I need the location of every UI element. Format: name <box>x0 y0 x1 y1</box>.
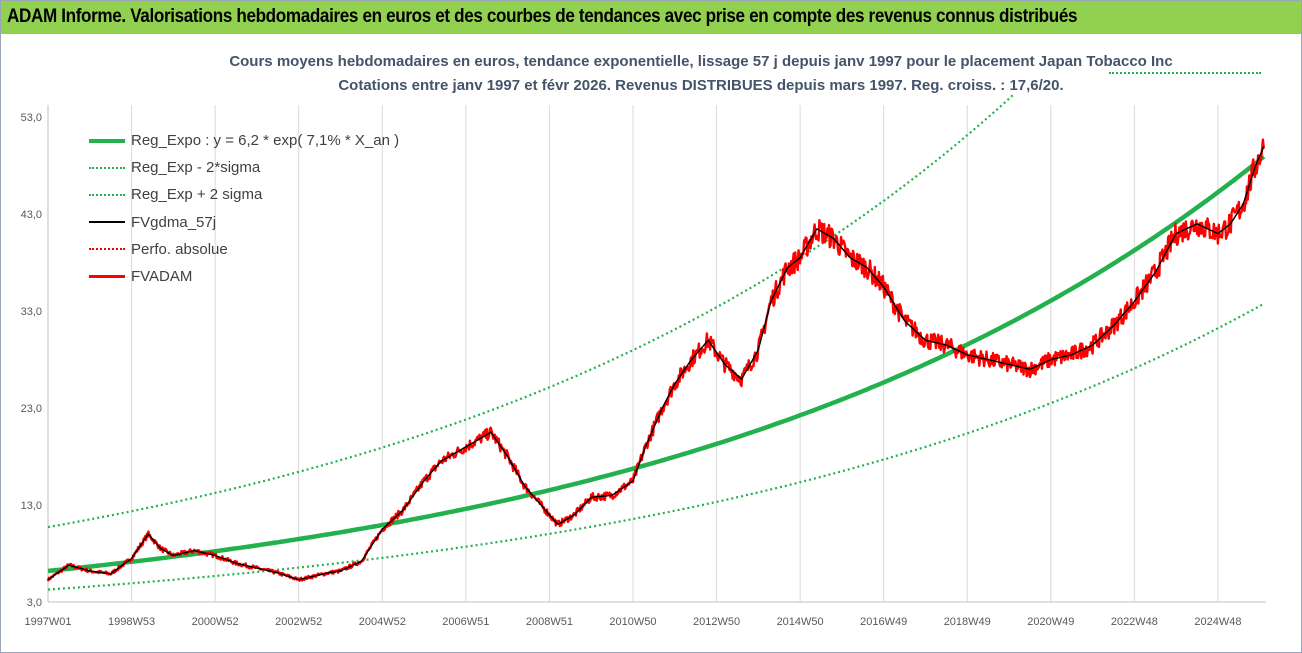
legend-swatch-reg-expo <box>89 138 125 143</box>
chart-legend: Reg_Expo : y = 6,2 * exp( 7,1% * X_an ) … <box>89 127 399 290</box>
legend-item-reg-exp-high: Reg_Exp + 2 sigma <box>89 181 399 208</box>
x-tick-label: 2008W51 <box>526 616 573 628</box>
chart-title: Cours moyens hebdomadaires en euros, ten… <box>229 53 1173 70</box>
y-tick-label: 53,0 <box>21 112 42 124</box>
legend-item-fvadam: FVADAM <box>89 263 399 290</box>
y-tick-label: 43,0 <box>21 209 42 221</box>
legend-label: Perfo. absolue <box>131 240 228 258</box>
x-tick-label: 2020W49 <box>1027 616 1074 628</box>
legend-label: Reg_Expo : y = 6,2 * exp( 7,1% * X_an ) <box>131 132 400 150</box>
report-banner: ADAM Informe. Valorisations hebdomadaire… <box>1 1 1301 34</box>
x-tick-label: 2014W50 <box>777 616 824 628</box>
x-tick-label: 2006W51 <box>442 616 489 628</box>
legend-swatch-reg-exp-high <box>89 193 125 196</box>
legend-item-perfo: Perfo. absolue <box>89 236 399 263</box>
x-tick-label: 2004W52 <box>359 616 406 628</box>
y-tick-label: 3,0 <box>27 597 42 609</box>
x-tick-label: 2000W52 <box>192 616 239 628</box>
legend-label: FVADAM <box>131 268 193 286</box>
legend-swatch-fvgdma <box>89 221 125 224</box>
legend-swatch-reg-exp-low <box>89 166 125 169</box>
series-reg-exp-high <box>47 94 1014 529</box>
x-tick-label: 1997W01 <box>24 616 71 628</box>
y-tick-label: 33,0 <box>21 306 42 318</box>
chart-subtitle: Cotations entre janv 1997 et févr 2026. … <box>338 77 1064 94</box>
legend-label: FVgdma_57j <box>131 213 217 231</box>
legend-label: Reg_Exp - 2*sigma <box>131 159 261 177</box>
x-tick-label: 1998W53 <box>108 616 155 628</box>
legend-item-reg-expo: Reg_Expo : y = 6,2 * exp( 7,1% * X_an ) <box>89 127 399 154</box>
series-fvgdma-57j <box>47 146 1265 581</box>
legend-swatch-perfo <box>89 248 125 251</box>
report-title: ADAM Informe. Valorisations hebdomadaire… <box>7 6 1078 27</box>
series-reg-exp-low <box>47 302 1265 591</box>
x-tick-label: 2024W48 <box>1194 616 1241 628</box>
x-tick-label: 2022W48 <box>1111 616 1158 628</box>
y-tick-label: 13,0 <box>21 500 42 512</box>
x-tick-label: 2016W49 <box>860 616 907 628</box>
legend-swatch-fvadam <box>89 275 125 279</box>
legend-label: Reg_Exp + 2 sigma <box>131 186 263 204</box>
x-tick-label: 2018W49 <box>944 616 991 628</box>
y-tick-label: 23,0 <box>21 403 42 415</box>
dotted-rule-decoration <box>1109 72 1261 74</box>
series-reg-expo <box>47 154 1266 574</box>
x-tick-label: 2010W50 <box>609 616 656 628</box>
legend-item-fvgdma: FVgdma_57j <box>89 209 399 236</box>
x-tick-label: 2012W50 <box>693 616 740 628</box>
x-tick-label: 2002W52 <box>275 616 322 628</box>
legend-item-reg-exp-low: Reg_Exp - 2*sigma <box>89 154 399 181</box>
